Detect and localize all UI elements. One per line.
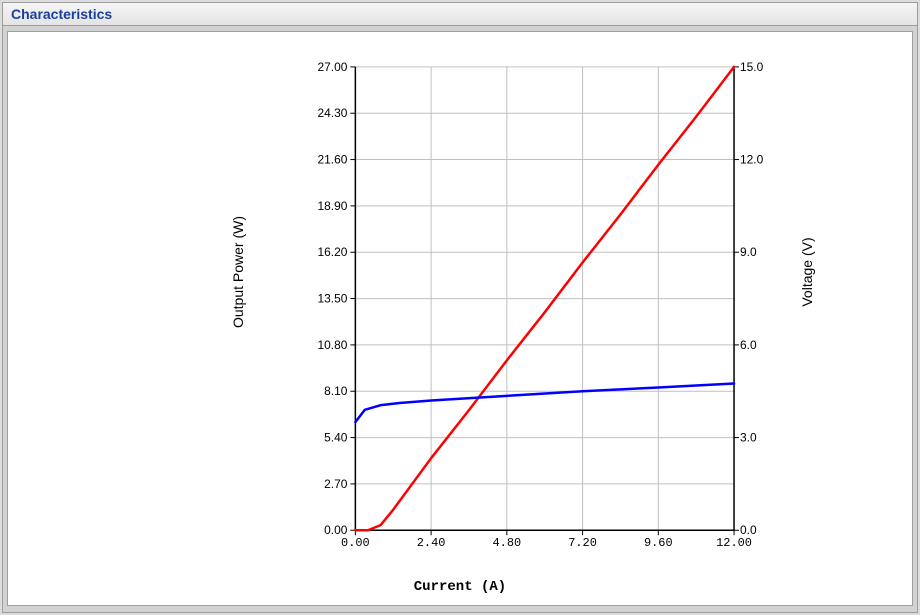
- svg-text:24.30: 24.30: [318, 106, 348, 120]
- x-axis-label: Current (A): [8, 579, 912, 595]
- panel-title: Characteristics: [3, 3, 917, 26]
- svg-text:4.80: 4.80: [493, 536, 522, 550]
- svg-text:2.40: 2.40: [417, 536, 446, 550]
- svg-text:13.50: 13.50: [318, 292, 348, 306]
- svg-text:8.10: 8.10: [324, 384, 348, 398]
- svg-text:3.0: 3.0: [740, 431, 757, 445]
- svg-text:0.0: 0.0: [740, 523, 757, 537]
- svg-text:18.90: 18.90: [318, 199, 348, 213]
- characteristics-panel: Characteristics 0.00 2.70 5.40 8.10 10.80 13.…: [2, 2, 918, 613]
- svg-text:7.20: 7.20: [568, 536, 597, 550]
- svg-text:16.20: 16.20: [318, 245, 348, 259]
- chart-svg: 0.00 2.70 5.40 8.10 10.80 13.50 16.20 18.90 21.6…: [8, 32, 912, 605]
- panel-content: 0.00 2.70 5.40 8.10 10.80 13.50 16.20 18.90 21.6…: [7, 31, 913, 606]
- svg-text:10.80: 10.80: [318, 338, 348, 352]
- svg-text:5.40: 5.40: [324, 431, 348, 445]
- svg-text:6.0: 6.0: [740, 338, 757, 352]
- chart: 0.00 2.70 5.40 8.10 10.80 13.50 16.20 18.90 21.6…: [8, 32, 912, 605]
- svg-text:0.00: 0.00: [324, 523, 348, 537]
- svg-text:12.0: 12.0: [740, 153, 764, 167]
- svg-text:21.60: 21.60: [318, 153, 348, 167]
- svg-text:0.00: 0.00: [341, 536, 370, 550]
- svg-text:9.0: 9.0: [740, 245, 757, 259]
- y-axis-right-label: Voltage (V): [799, 237, 815, 306]
- svg-text:12.00: 12.00: [716, 536, 752, 550]
- svg-text:9.60: 9.60: [644, 536, 673, 550]
- svg-text:2.70: 2.70: [324, 477, 348, 491]
- svg-text:27.00: 27.00: [318, 60, 348, 74]
- y-axis-left-label: Output Power (W): [230, 216, 246, 328]
- svg-text:15.0: 15.0: [740, 60, 764, 74]
